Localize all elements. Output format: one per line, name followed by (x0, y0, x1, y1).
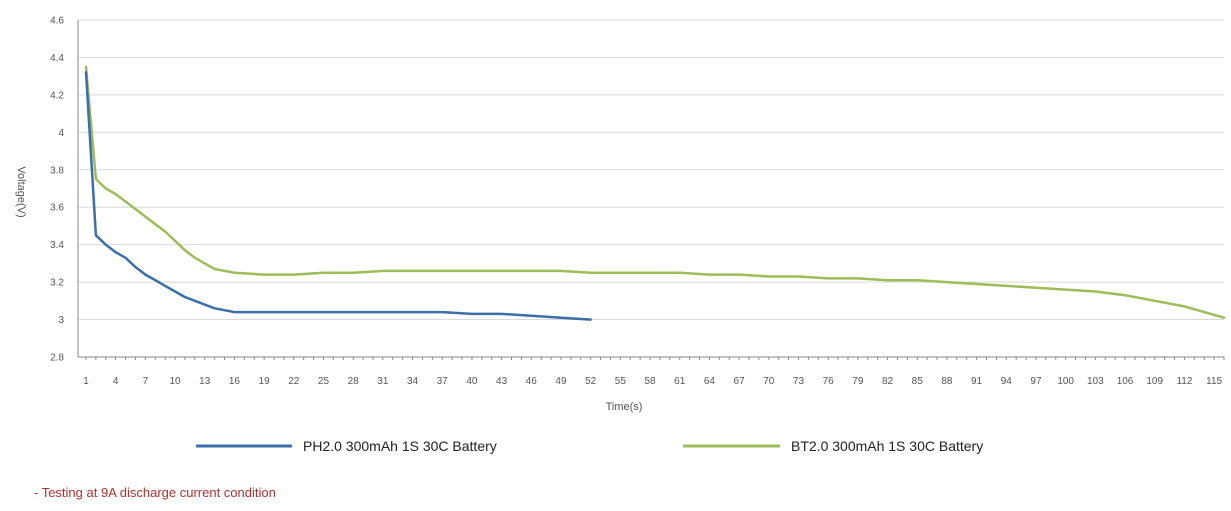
x-axis-title: Time(s) (606, 401, 643, 413)
x-tick-label: 31 (377, 376, 389, 387)
y-tick-label: 3.8 (50, 165, 64, 176)
x-tick-label: 52 (585, 376, 597, 387)
series-line-1 (84, 65, 1226, 319)
x-tick-label: 4 (113, 376, 119, 387)
legend: PH2.0 300mAh 1S 30C Battery BT2.0 300mAh… (196, 438, 983, 454)
x-tick-label: 34 (407, 376, 419, 387)
y-tick-label: 2.8 (50, 353, 64, 364)
x-tick-label: 73 (793, 376, 805, 387)
y-axis-title: Voltage(V) (15, 166, 27, 217)
x-tick-label: 37 (437, 376, 449, 387)
x-tick-label: 82 (882, 376, 894, 387)
x-tick-label: 76 (823, 376, 835, 387)
x-tick-label: 67 (734, 376, 746, 387)
tick-labels: 2.8 3 3.2 3.4 3.6 3.8 4 4.2 4.4 4.6 1 4 7 10 13 16 19 22 2… (50, 16, 1222, 388)
x-tick-label: 16 (229, 376, 241, 387)
legend-label-bt20: BT2.0 300mAh 1S 30C Battery (791, 438, 983, 454)
y-tick-label: 3 (58, 315, 64, 326)
series-lines (84, 65, 1226, 321)
x-tick-label: 103 (1087, 376, 1104, 387)
x-tick-label: 109 (1146, 376, 1163, 387)
grid-lines (78, 19, 1224, 358)
chart-axes (77, 20, 1225, 360)
legend-label-ph20: PH2.0 300mAh 1S 30C Battery (303, 438, 497, 454)
y-tick-label: 4.4 (50, 53, 64, 64)
x-tick-label: 58 (644, 376, 656, 387)
x-tick-label: 100 (1057, 376, 1074, 387)
x-tick-label: 97 (1030, 376, 1042, 387)
x-tick-label: 49 (555, 376, 567, 387)
y-tick-label: 3.6 (50, 203, 64, 214)
y-tick-label: 3.2 (50, 278, 64, 289)
x-tick-label: 43 (496, 376, 508, 387)
x-tick-label: 70 (763, 376, 775, 387)
x-tick-label: 46 (526, 376, 538, 387)
test-condition-note: - Testing at 9A discharge current condit… (34, 485, 276, 500)
x-tick-label: 85 (912, 376, 924, 387)
x-tick-label: 13 (199, 376, 211, 387)
x-tick-label: 40 (466, 376, 478, 387)
x-tick-label: 28 (348, 376, 360, 387)
y-tick-label: 4.6 (50, 16, 64, 27)
x-tick-label: 91 (971, 376, 983, 387)
x-tick-label: 115 (1206, 376, 1222, 387)
x-tick-label: 61 (674, 376, 686, 387)
x-tick-label: 112 (1176, 376, 1192, 387)
y-tick-label: 4.2 (50, 90, 64, 101)
x-tick-label: 79 (852, 376, 864, 387)
x-tick-label: 1 (83, 376, 89, 387)
x-tick-label: 88 (941, 376, 953, 387)
x-tick-label: 64 (704, 376, 716, 387)
x-tick-label: 106 (1117, 376, 1134, 387)
x-tick-label: 55 (615, 376, 627, 387)
x-tick-label: 19 (259, 376, 271, 387)
x-tick-label: 7 (143, 376, 149, 387)
x-tick-label: 25 (318, 376, 330, 387)
x-tick-label: 94 (1001, 376, 1013, 387)
x-tick-label: 10 (169, 376, 181, 387)
x-tick-label: 22 (288, 376, 300, 387)
y-tick-label: 3.4 (50, 240, 64, 251)
series-line-0 (84, 71, 592, 321)
y-tick-label: 4 (58, 128, 64, 139)
